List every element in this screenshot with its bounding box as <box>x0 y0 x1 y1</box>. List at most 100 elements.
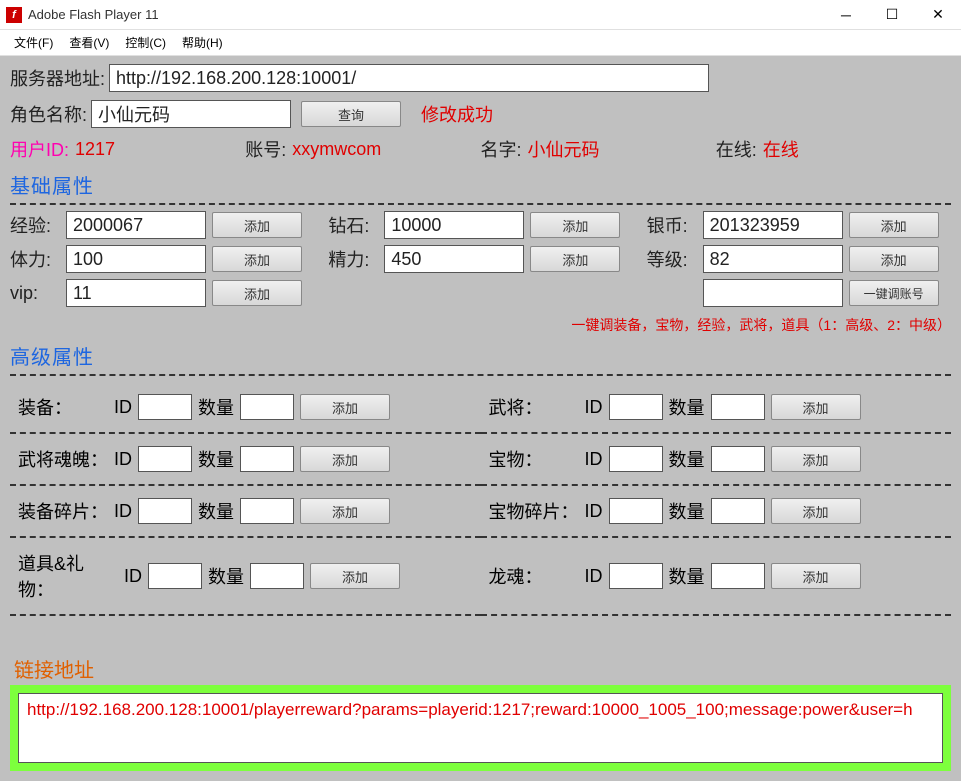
titlebar: f Adobe Flash Player 11 ─ ☐ ✕ <box>0 0 961 30</box>
dragon-soul-qty-input[interactable] <box>711 563 765 589</box>
silver-cell: 银币: 添加 <box>647 211 951 239</box>
vip-add-button[interactable]: 添加 <box>212 280 302 306</box>
qty-label: 数量 <box>669 563 705 589</box>
exp-input[interactable] <box>66 211 206 239</box>
id-label: ID <box>585 566 603 587</box>
dragon-soul-cell: 龙魂： ID 数量 添加 <box>481 538 952 616</box>
stamina-label: 体力: <box>10 246 60 272</box>
equipment-frag-id-input[interactable] <box>138 498 192 524</box>
treasure-frag-qty-input[interactable] <box>711 498 765 524</box>
menu-help[interactable]: 帮助(H) <box>174 32 231 53</box>
diamond-add-button[interactable]: 添加 <box>530 212 620 238</box>
diamond-cell: 钻石: 添加 <box>328 211 632 239</box>
equipment-frag-qty-input[interactable] <box>240 498 294 524</box>
equipment-frag-cell: 装备碎片： ID 数量 添加 <box>10 486 481 538</box>
exp-label: 经验: <box>10 212 60 238</box>
menu-view[interactable]: 查看(V) <box>61 32 117 53</box>
general-id-input[interactable] <box>609 394 663 420</box>
treasure-qty-input[interactable] <box>711 446 765 472</box>
dragon-soul-add-button[interactable]: 添加 <box>771 563 861 589</box>
silver-input[interactable] <box>703 211 843 239</box>
general-cell: 武将： ID 数量 添加 <box>481 382 952 434</box>
equipment-frag-add-button[interactable]: 添加 <box>300 498 390 524</box>
general-soul-label: 武将魂魄： <box>18 446 108 472</box>
name-value: 小仙元码 <box>528 136 600 162</box>
id-label: ID <box>124 566 142 587</box>
equipment-id-input[interactable] <box>138 394 192 420</box>
role-input[interactable] <box>91 100 291 128</box>
energy-add-button[interactable]: 添加 <box>530 246 620 272</box>
role-row: 角色名称: 查询 修改成功 <box>10 100 951 128</box>
link-section-title: 链接地址 <box>10 654 951 683</box>
treasure-add-button[interactable]: 添加 <box>771 446 861 472</box>
general-qty-input[interactable] <box>711 394 765 420</box>
equipment-add-button[interactable]: 添加 <box>300 394 390 420</box>
silver-add-button[interactable]: 添加 <box>849 212 939 238</box>
level-cell: 等级: 添加 <box>647 245 951 273</box>
link-text[interactable]: http://192.168.200.128:10001/playerrewar… <box>18 693 943 763</box>
online-item: 在线: 在线 <box>716 136 951 162</box>
user-id-label: 用户ID: <box>10 136 69 162</box>
onekey-input[interactable] <box>703 279 843 307</box>
level-input[interactable] <box>703 245 843 273</box>
dragon-soul-id-input[interactable] <box>609 563 663 589</box>
equipment-frag-label: 装备碎片： <box>18 498 108 524</box>
treasure-frag-add-button[interactable]: 添加 <box>771 498 861 524</box>
server-input[interactable] <box>109 64 709 92</box>
exp-cell: 经验: 添加 <box>10 211 314 239</box>
close-button[interactable]: ✕ <box>915 0 961 30</box>
level-add-button[interactable]: 添加 <box>849 246 939 272</box>
equipment-qty-input[interactable] <box>240 394 294 420</box>
item-gift-id-input[interactable] <box>148 563 202 589</box>
general-add-button[interactable]: 添加 <box>771 394 861 420</box>
account-item: 账号: xxymwcom <box>245 136 480 162</box>
treasure-id-input[interactable] <box>609 446 663 472</box>
menubar: 文件(F) 查看(V) 控制(C) 帮助(H) <box>0 30 961 56</box>
vip-label: vip: <box>10 283 60 304</box>
general-soul-id-input[interactable] <box>138 446 192 472</box>
dragon-soul-label: 龙魂： <box>489 563 579 589</box>
menu-control[interactable]: 控制(C) <box>117 32 174 53</box>
server-label: 服务器地址: <box>10 65 105 91</box>
energy-cell: 精力: 添加 <box>328 245 632 273</box>
query-button[interactable]: 查询 <box>301 101 401 127</box>
energy-input[interactable] <box>384 245 524 273</box>
qty-label: 数量 <box>198 446 234 472</box>
stamina-cell: 体力: 添加 <box>10 245 314 273</box>
silver-label: 银币: <box>647 212 697 238</box>
item-gift-qty-input[interactable] <box>250 563 304 589</box>
general-soul-qty-input[interactable] <box>240 446 294 472</box>
exp-add-button[interactable]: 添加 <box>212 212 302 238</box>
name-label: 名字: <box>481 136 522 162</box>
onekey-button[interactable]: 一键调账号 <box>849 280 939 306</box>
vip-input[interactable] <box>66 279 206 307</box>
treasure-frag-id-input[interactable] <box>609 498 663 524</box>
online-value: 在线 <box>763 136 799 162</box>
user-id-value: 1217 <box>75 139 115 160</box>
online-label: 在线: <box>716 136 757 162</box>
qty-label: 数量 <box>669 498 705 524</box>
menu-file[interactable]: 文件(F) <box>6 32 61 53</box>
item-gift-add-button[interactable]: 添加 <box>310 563 400 589</box>
treasure-frag-label: 宝物碎片： <box>489 498 579 524</box>
account-label: 账号: <box>245 136 286 162</box>
id-label: ID <box>585 449 603 470</box>
treasure-cell: 宝物： ID 数量 添加 <box>481 434 952 486</box>
account-value: xxymwcom <box>292 139 381 160</box>
stamina-input[interactable] <box>66 245 206 273</box>
qty-label: 数量 <box>198 498 234 524</box>
divider <box>10 374 951 376</box>
diamond-input[interactable] <box>384 211 524 239</box>
role-label: 角色名称: <box>10 101 87 127</box>
general-soul-add-button[interactable]: 添加 <box>300 446 390 472</box>
basic-section-title: 基础属性 <box>10 170 951 199</box>
minimize-button[interactable]: ─ <box>823 0 869 30</box>
qty-label: 数量 <box>669 446 705 472</box>
equipment-cell: 装备： ID 数量 添加 <box>10 382 481 434</box>
maximize-button[interactable]: ☐ <box>869 0 915 30</box>
equipment-label: 装备： <box>18 394 108 420</box>
info-row: 用户ID: 1217 账号: xxymwcom 名字: 小仙元码 在线: 在线 <box>10 136 951 162</box>
stamina-add-button[interactable]: 添加 <box>212 246 302 272</box>
energy-label: 精力: <box>328 246 378 272</box>
item-gift-cell: 道具&礼物： ID 数量 添加 <box>10 538 481 616</box>
